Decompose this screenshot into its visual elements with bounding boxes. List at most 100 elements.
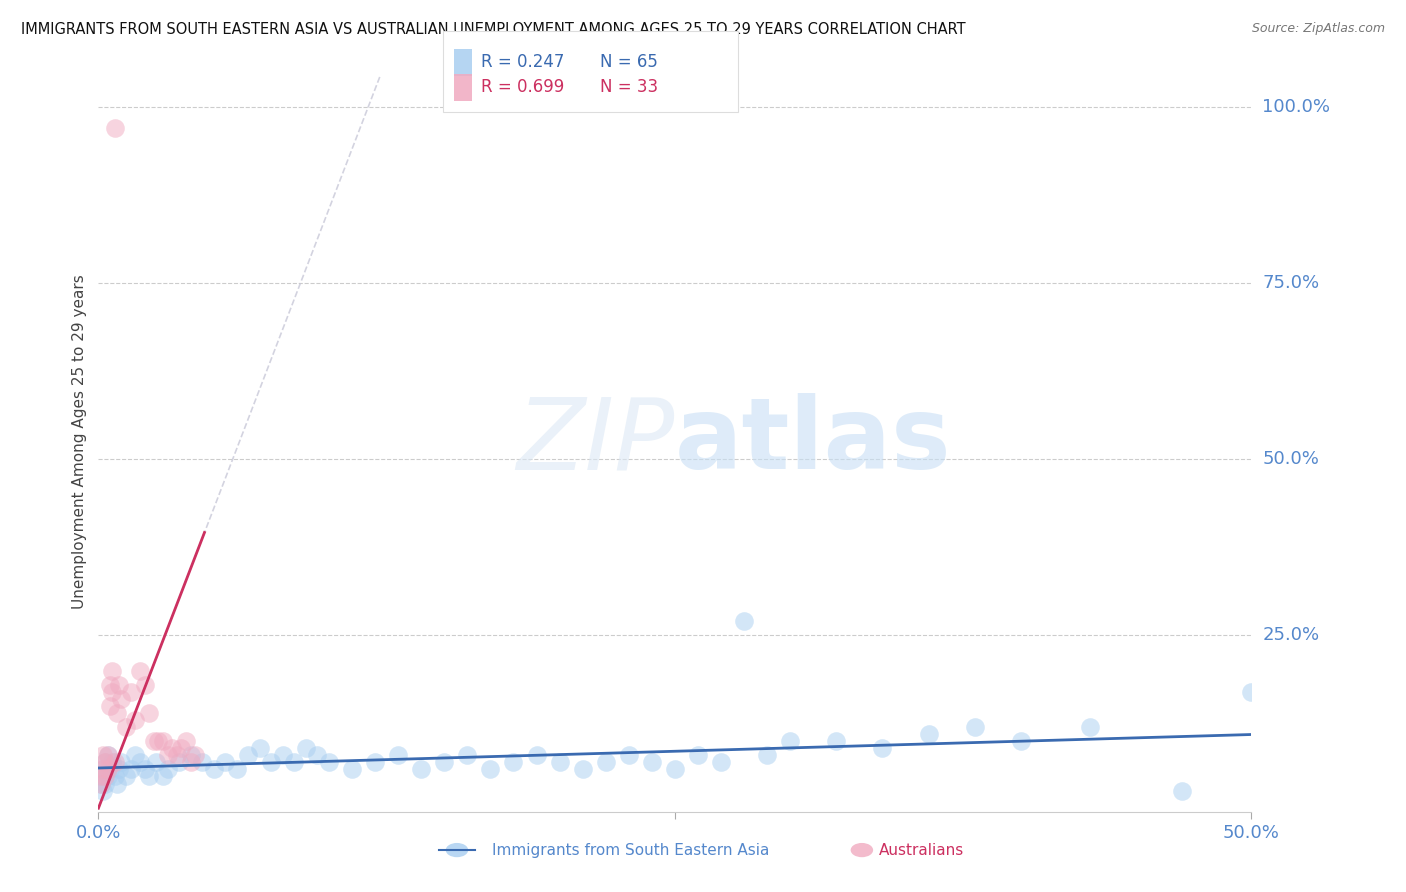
Point: [260, 756, 283, 770]
Point: [779, 734, 801, 748]
Point: [664, 763, 686, 777]
Point: [756, 748, 779, 763]
Point: [156, 763, 179, 777]
Point: [364, 756, 387, 770]
Point: [387, 748, 409, 763]
Point: [502, 756, 524, 770]
Point: [108, 678, 131, 692]
Text: 100.0%: 100.0%: [1263, 97, 1330, 116]
Point: [1078, 720, 1101, 734]
Point: [101, 664, 124, 678]
Point: [225, 763, 247, 777]
Point: [166, 748, 188, 763]
Point: [733, 615, 755, 629]
Text: Immigrants from South Eastern Asia: Immigrants from South Eastern Asia: [492, 843, 769, 857]
Text: Australians: Australians: [879, 843, 965, 857]
Y-axis label: Unemployment Among Ages 25 to 29 years: Unemployment Among Ages 25 to 29 years: [72, 274, 87, 609]
Text: N = 33: N = 33: [600, 78, 658, 96]
Point: [124, 713, 146, 727]
Point: [456, 748, 478, 763]
Point: [479, 763, 502, 777]
Point: [411, 763, 433, 777]
Point: [710, 756, 733, 770]
Point: [98, 763, 121, 777]
Point: [94, 776, 117, 790]
Point: [825, 734, 848, 748]
Point: [90, 776, 112, 790]
Point: [180, 748, 202, 763]
Point: [94, 756, 117, 770]
Point: [238, 748, 260, 763]
Text: R = 0.699: R = 0.699: [481, 78, 564, 96]
Point: [1010, 734, 1032, 748]
Point: [170, 741, 193, 756]
Point: [124, 748, 146, 763]
Text: N = 65: N = 65: [600, 54, 658, 71]
Point: [571, 763, 593, 777]
Point: [340, 763, 363, 777]
Point: [134, 763, 156, 777]
Point: [97, 748, 120, 763]
Point: [90, 769, 112, 783]
Point: [103, 756, 125, 770]
Point: [142, 734, 165, 748]
Point: [120, 685, 142, 699]
Point: [180, 756, 202, 770]
Point: [167, 756, 190, 770]
Point: [1171, 783, 1194, 797]
Point: [97, 769, 120, 783]
Point: [145, 756, 167, 770]
Point: [97, 763, 120, 777]
Point: [214, 756, 236, 770]
Point: [115, 769, 138, 783]
Point: [91, 783, 114, 797]
Text: R = 0.247: R = 0.247: [481, 54, 564, 71]
Point: [160, 741, 183, 756]
Point: [105, 706, 128, 720]
Point: [97, 748, 120, 763]
Point: [283, 756, 305, 770]
Point: [548, 756, 571, 770]
Point: [110, 692, 132, 706]
Point: [174, 734, 197, 748]
Point: [249, 741, 271, 756]
Point: [271, 748, 294, 763]
Point: [115, 720, 138, 734]
Point: [295, 741, 318, 756]
Point: [108, 763, 131, 777]
Text: 75.0%: 75.0%: [1263, 274, 1320, 292]
Point: [101, 685, 124, 699]
Point: [617, 748, 640, 763]
Point: [94, 756, 117, 770]
Point: [191, 756, 214, 770]
Point: [318, 756, 340, 770]
Text: 50.0%: 50.0%: [1263, 450, 1319, 468]
Point: [156, 748, 179, 763]
Point: [105, 776, 128, 790]
Point: [98, 678, 121, 692]
Text: IMMIGRANTS FROM SOUTH EASTERN ASIA VS AUSTRALIAN UNEMPLOYMENT AMONG AGES 25 TO 2: IMMIGRANTS FROM SOUTH EASTERN ASIA VS AU…: [21, 22, 966, 37]
Point: [138, 706, 160, 720]
Point: [129, 664, 152, 678]
Point: [91, 763, 114, 777]
Point: [152, 734, 174, 748]
Point: [110, 756, 132, 770]
Point: [103, 769, 125, 783]
Point: [90, 776, 112, 790]
Point: [872, 741, 894, 756]
Point: [134, 678, 156, 692]
Point: [917, 727, 939, 741]
Point: [90, 769, 112, 783]
Point: [641, 756, 664, 770]
Point: [686, 748, 709, 763]
Point: [91, 763, 114, 777]
Point: [184, 748, 207, 763]
Point: [120, 763, 142, 777]
Point: [595, 756, 617, 770]
Point: [148, 734, 170, 748]
Text: atlas: atlas: [675, 393, 952, 490]
Point: [963, 720, 986, 734]
Text: 25.0%: 25.0%: [1263, 626, 1320, 644]
Point: [202, 763, 225, 777]
Point: [307, 748, 329, 763]
